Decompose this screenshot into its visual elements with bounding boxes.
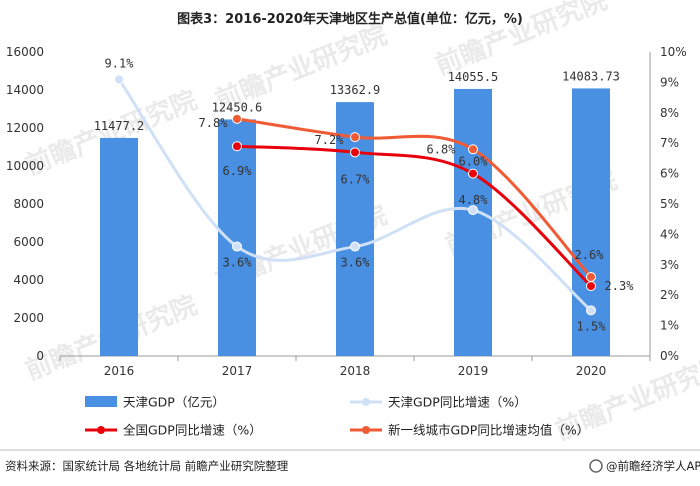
line-value-label: 6.0% xyxy=(459,155,489,169)
line-value-label: 1.5% xyxy=(577,319,607,333)
series-point xyxy=(350,241,360,252)
line-value-label: 7.2% xyxy=(315,133,345,147)
series-point xyxy=(350,147,360,158)
y-tick-label-left: 0 xyxy=(36,349,44,363)
bar-value-label: 11477.2 xyxy=(94,119,145,133)
legend-marker xyxy=(362,398,370,406)
series-point xyxy=(232,241,242,252)
line-series-group xyxy=(232,113,596,282)
line-series-group xyxy=(114,74,596,316)
series-point xyxy=(468,205,478,216)
bar xyxy=(218,119,256,356)
brand-icon xyxy=(589,459,603,473)
y-tick-label-right: 2% xyxy=(660,288,679,302)
line-value-label: 4.8% xyxy=(459,193,489,207)
bar-value-label: 14055.5 xyxy=(448,70,499,84)
line-value-label: 2.6% xyxy=(575,248,605,262)
y-tick-label-right: 6% xyxy=(660,167,679,181)
source-note: 资料来源：国家统计局 各地统计局 前瞻产业研究院整理 xyxy=(5,459,289,473)
x-tick-label: 2019 xyxy=(458,364,489,378)
y-tick-label-right: 5% xyxy=(660,197,679,211)
y-tick-label-right: 3% xyxy=(660,258,679,272)
y-tick-label-left: 8000 xyxy=(13,197,44,211)
y-tick-label-left: 16000 xyxy=(6,45,44,59)
legend-item: 天津GDP（亿元） xyxy=(85,395,225,410)
line-value-label: 6.8% xyxy=(427,142,457,156)
y-tick-label-right: 7% xyxy=(660,136,679,150)
y-tick-label-left: 12000 xyxy=(6,121,44,135)
series-point xyxy=(468,144,478,155)
x-tick-label: 2017 xyxy=(222,364,253,378)
data-labels: 11477.2 12450.6 13362.9 14055.5 14083.73 9.1%… xyxy=(94,56,635,333)
line-series-group xyxy=(232,141,596,292)
chart-title: 图表3：2016-2020年天津地区生产总值(单位：亿元，%) xyxy=(177,11,523,27)
x-tick-label: 2020 xyxy=(576,364,607,378)
series-point xyxy=(350,132,360,143)
line-value-label: 2.3% xyxy=(605,279,635,293)
line-value-label: 7.8% xyxy=(199,116,229,130)
series-line xyxy=(236,117,593,278)
y-tick-label-right: 1% xyxy=(660,319,679,333)
x-tick-label: 2018 xyxy=(340,364,371,378)
line-value-label: 6.9% xyxy=(223,164,253,178)
y-tick-label-right: 8% xyxy=(660,106,679,120)
brand-text: @前瞻经济学人APP xyxy=(606,459,700,473)
series-point xyxy=(586,305,596,316)
y-tick-label-left: 4000 xyxy=(13,273,44,287)
legend-label: 新一线城市GDP同比增速均值（%） xyxy=(388,423,589,438)
legend-label: 天津GDP同比增速（%） xyxy=(388,395,527,410)
legend: 天津GDP（亿元） 天津GDP同比增速（%） 全国GDP同比增速（%） 新一线城市GD… xyxy=(85,395,589,438)
legend-marker xyxy=(362,426,370,434)
legend-marker xyxy=(97,426,105,434)
y-tick-label-right: 10% xyxy=(660,45,687,59)
y-tick-label-right: 4% xyxy=(660,227,679,241)
x-tick-label: 2016 xyxy=(104,364,135,378)
line-value-label: 6.7% xyxy=(341,172,371,186)
series-point xyxy=(232,113,242,124)
legend-item: 全国GDP同比增速（%） xyxy=(85,423,262,438)
bar-value-label: 14083.73 xyxy=(562,69,620,83)
legend-item: 新一线城市GDP同比增速均值（%） xyxy=(350,423,589,438)
series-point xyxy=(468,168,478,179)
legend-label: 天津GDP（亿元） xyxy=(123,395,225,410)
series-point xyxy=(232,141,242,152)
y-tick-label-left: 2000 xyxy=(13,311,44,325)
axes: 0 2000 4000 6000 8000 10000 12000 14000 16000 0% 1… xyxy=(6,45,687,378)
brand-mark: @前瞻经济学人APP xyxy=(589,459,700,473)
bar xyxy=(454,88,492,357)
y-tick-label-left: 14000 xyxy=(6,83,44,97)
line-series xyxy=(114,74,596,316)
series-point xyxy=(114,74,124,85)
legend-item: 天津GDP同比增速（%） xyxy=(350,395,527,410)
legend-label: 全国GDP同比增速（%） xyxy=(123,423,262,438)
bar xyxy=(100,137,138,356)
legend-swatch xyxy=(85,396,117,407)
line-value-label: 9.1% xyxy=(105,56,135,70)
line-value-label: 3.6% xyxy=(341,256,371,270)
series-point xyxy=(586,271,596,282)
series-point xyxy=(586,281,596,292)
bar-value-label: 12450.6 xyxy=(212,100,263,114)
bar-value-label: 13362.9 xyxy=(330,83,381,97)
bar xyxy=(336,102,374,357)
series-line xyxy=(236,144,593,288)
y-tick-label-right: 0% xyxy=(660,349,679,363)
y-tick-label-left: 6000 xyxy=(13,235,44,249)
line-value-label: 3.6% xyxy=(223,256,253,270)
y-tick-label-left: 10000 xyxy=(6,159,44,173)
bar xyxy=(572,88,610,357)
y-tick-label-right: 9% xyxy=(660,75,679,89)
